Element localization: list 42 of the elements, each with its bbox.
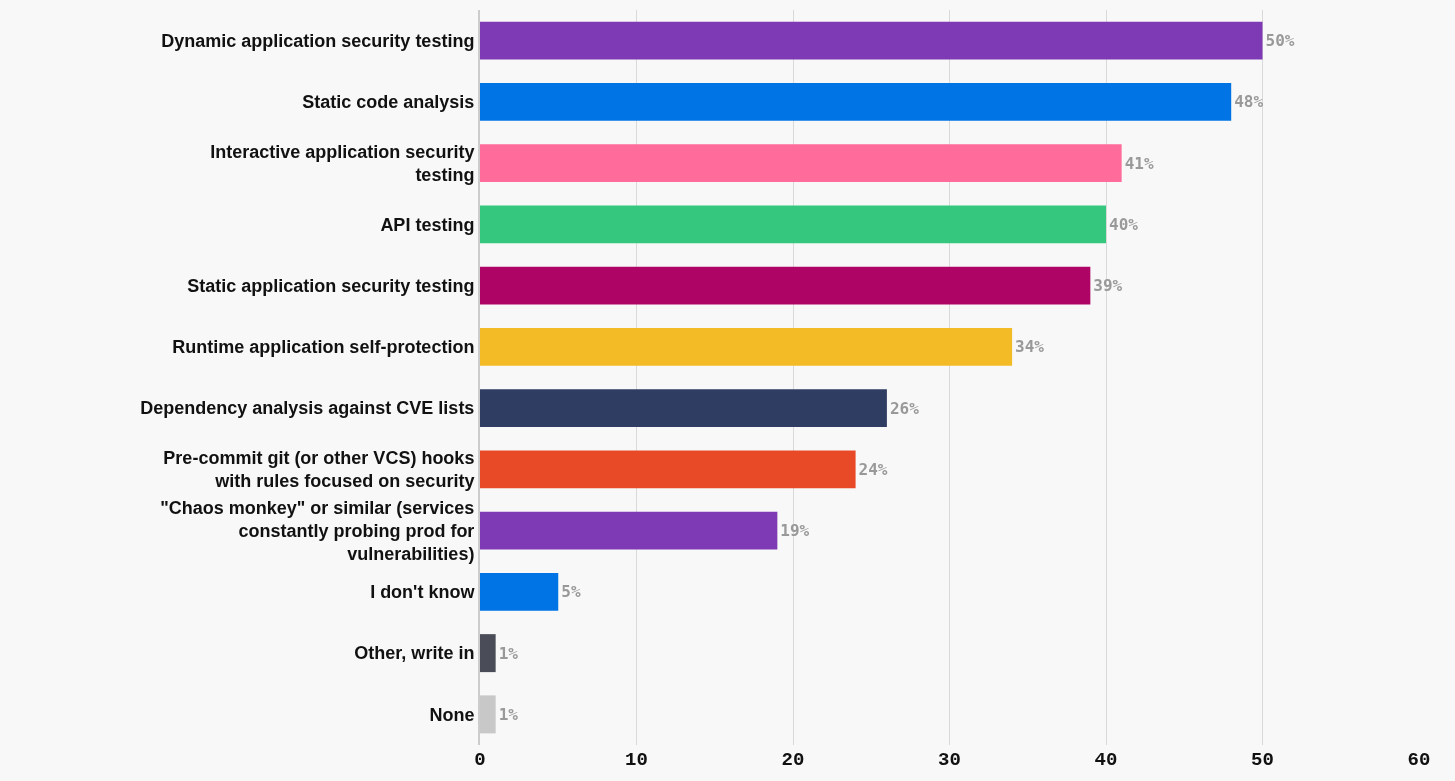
x-tick-label: 50 xyxy=(1251,749,1274,771)
x-tick-label: 10 xyxy=(625,749,648,771)
data-label: 1% xyxy=(498,704,519,724)
x-tick-label: 30 xyxy=(938,749,961,771)
x-tick-label: 40 xyxy=(1094,749,1118,771)
bar xyxy=(480,389,887,428)
y-tick-label: Static application security testing xyxy=(187,275,475,296)
bar xyxy=(480,21,1263,60)
data-label: 24% xyxy=(858,459,888,479)
x-tick-label: 0 xyxy=(474,749,486,771)
data-label: 50% xyxy=(1265,31,1295,51)
data-label: 41% xyxy=(1124,153,1154,173)
x-tick-label: 20 xyxy=(781,749,805,771)
data-label: 26% xyxy=(889,398,920,418)
bar xyxy=(480,266,1091,305)
y-tick-label: "Chaos monkey" or similar (services constantly probing prod for vulnerabilities) xyxy=(160,497,475,565)
y-tick-label: Other, write in xyxy=(354,643,475,664)
data-label: 19% xyxy=(780,521,810,541)
bar xyxy=(480,144,1122,183)
data-label: 39% xyxy=(1093,276,1123,296)
y-tick-label: Static code analysis xyxy=(302,92,475,113)
bar xyxy=(480,511,778,550)
data-label: 40% xyxy=(1109,214,1139,234)
data-label: 1% xyxy=(498,643,519,663)
bar xyxy=(480,82,1232,121)
bar xyxy=(480,205,1106,244)
data-label: 34% xyxy=(1015,337,1045,357)
y-tick-label: Dependency analysis against CVE lists xyxy=(140,398,475,419)
y-tick-label: Pre-commit git (or other VCS) hooks with rules focused on security xyxy=(163,447,475,492)
y-tick-label: Interactive application security testing xyxy=(210,141,475,186)
y-tick-label: I don't know xyxy=(370,582,476,603)
data-label: 48% xyxy=(1234,92,1264,112)
y-tick-label: Dynamic application security testing xyxy=(161,30,475,51)
x-tick-label: 60 xyxy=(1407,749,1431,771)
y-tick-label: None xyxy=(429,704,475,725)
bar xyxy=(480,634,496,673)
y-tick-label: Runtime application self-protection xyxy=(172,337,475,358)
bar xyxy=(480,327,1013,366)
bar xyxy=(480,450,856,489)
bar xyxy=(480,572,559,611)
y-tick-label: API testing xyxy=(380,214,475,235)
data-label: 5% xyxy=(561,582,581,602)
